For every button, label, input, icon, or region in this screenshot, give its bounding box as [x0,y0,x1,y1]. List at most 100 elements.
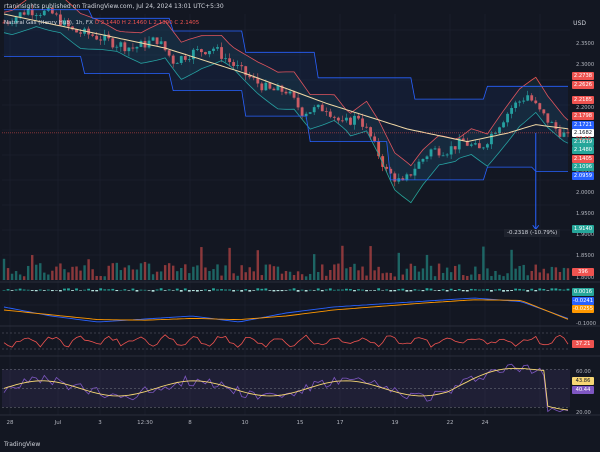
candle [449,146,453,155]
volume-bar [361,266,364,280]
rsi-tick-label: 40.44 [572,386,594,394]
macd-histogram-bar [155,289,159,291]
macd-histogram-bar [522,289,526,291]
volume-bar [39,263,42,280]
volume-bar [534,264,537,280]
candle [75,29,78,33]
volume-bar [67,272,70,280]
candle [465,140,469,146]
volume-bar [337,263,340,280]
candle [30,9,34,16]
macd-histogram-bar [14,289,18,291]
candle [204,52,207,55]
candle [2,22,6,24]
candle [63,20,66,26]
volume-bar [180,267,183,280]
volume-bar [296,271,300,280]
volume-bar [462,275,465,280]
candle [103,34,107,41]
volume-bar [59,263,62,280]
candle [353,115,356,125]
candle [99,39,103,41]
currency-label[interactable]: USD [573,20,586,27]
price-label-tag: 2.1480 [572,146,594,155]
volume-bar [345,268,348,280]
candle [469,144,473,146]
volume-bar [562,267,566,280]
macd-histogram-bar [75,288,78,291]
candle [248,75,252,78]
candle [220,47,223,59]
volume-bar [530,270,533,280]
volume-bar [381,273,384,280]
symbol-legend[interactable]: Natural Gas (Henry Hub), 1h, FX O 2.1440… [4,20,199,26]
volume-bar [550,266,554,280]
volume-bar [2,258,6,280]
macd-histogram-bar [139,289,143,291]
macd-histogram-bar [542,288,546,291]
volume-bar [208,271,211,280]
candle [216,47,219,49]
volume-bar [18,274,22,280]
candle [562,132,566,137]
volume-bar [554,267,558,280]
macd-histogram-bar [103,289,107,291]
macd-histogram-bar [393,290,397,292]
macd-histogram-bar [429,288,433,291]
macd-histogram-bar [477,289,481,291]
volume-bar [200,247,203,280]
candle [340,120,344,122]
macd-histogram-bar [224,289,227,291]
macd-histogram-bar [530,288,534,291]
candle [405,174,409,181]
macd-histogram-bar [481,289,485,291]
projection-label: -0.2318 (-10.79%) [504,229,561,237]
candle [240,65,244,67]
volume-bar [147,263,151,280]
time-tick-label: 28 [6,420,14,426]
volume-bar [119,270,123,280]
volume-bar [143,261,147,280]
candle [34,15,38,16]
macd-histogram-bar [296,290,300,292]
macd-histogram-bar [300,289,304,291]
candle [526,95,530,101]
macd-histogram-bar [328,288,332,291]
candle [256,77,260,84]
candle [167,50,171,56]
macd-histogram-bar [195,290,199,292]
volume-bar [91,269,94,280]
candle [79,32,82,34]
volume-bar [498,274,501,280]
candle [413,168,417,176]
price-tick-label: 1.8500 [576,253,595,260]
macd-histogram-bar [453,290,457,291]
volume-bar [26,265,30,280]
candle [494,133,497,135]
volume-bar [349,266,352,280]
macd-histogram-bar [361,289,364,291]
candle [10,22,14,24]
volume-bar [284,271,288,280]
price-tick-label: 2.1500 [576,126,594,132]
volume-bar [341,245,344,280]
macd-histogram-bar [510,290,513,291]
candle [332,116,336,118]
tradingview-logo[interactable]: TradingView [4,441,41,448]
candle [228,58,232,63]
candle [252,77,256,79]
candle [481,147,485,149]
macd-histogram-bar [369,290,373,291]
macd-histogram-bar [95,290,99,292]
price-tick-label: 2.3000 [576,62,595,69]
volume-bar [212,269,215,280]
macd-histogram-bar [373,290,377,291]
candle [417,161,421,169]
volume-bar [47,274,50,280]
macd-histogram-bar [312,290,316,291]
macd-histogram-bar [171,290,175,291]
volume-bar [280,273,284,280]
moving-average [3,13,569,143]
volume-bar [308,273,312,280]
